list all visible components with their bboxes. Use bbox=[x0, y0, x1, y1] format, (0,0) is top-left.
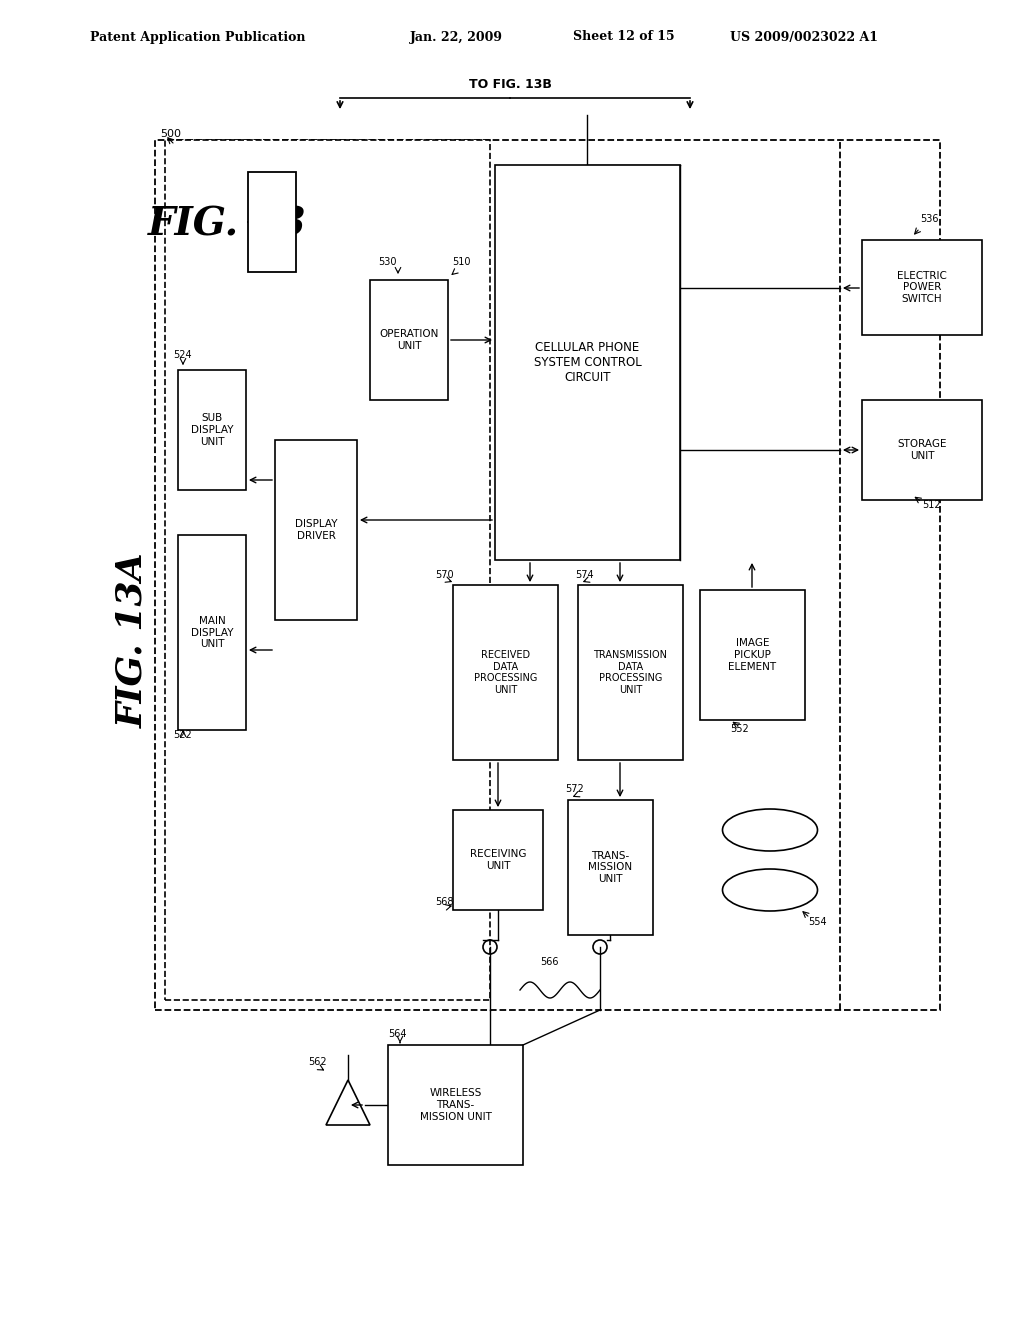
Text: ELECTRIC
POWER
SWITCH: ELECTRIC POWER SWITCH bbox=[897, 271, 947, 304]
Bar bbox=[453, 810, 543, 909]
Text: FIG. 13B: FIG. 13B bbox=[267, 177, 278, 218]
Text: TRANSMISSION
DATA
PROCESSING
UNIT: TRANSMISSION DATA PROCESSING UNIT bbox=[594, 651, 668, 694]
Bar bbox=[700, 590, 805, 719]
Bar bbox=[275, 440, 357, 620]
Text: 510: 510 bbox=[452, 257, 470, 267]
Text: FIG. 13: FIG. 13 bbox=[148, 206, 306, 244]
Text: MAIN
DISPLAY
UNIT: MAIN DISPLAY UNIT bbox=[190, 616, 233, 649]
Bar bbox=[495, 165, 680, 560]
Bar bbox=[165, 140, 490, 1001]
Bar bbox=[370, 280, 449, 400]
Bar bbox=[178, 370, 246, 490]
Text: 570: 570 bbox=[435, 570, 454, 579]
Text: FIG. 13A: FIG. 13A bbox=[115, 552, 150, 727]
Text: 564: 564 bbox=[388, 1030, 407, 1039]
Text: RECEIVING
UNIT: RECEIVING UNIT bbox=[470, 849, 526, 871]
Bar bbox=[248, 172, 296, 272]
Text: STORAGE
UNIT: STORAGE UNIT bbox=[897, 440, 947, 461]
Text: CELLULAR PHONE
SYSTEM CONTROL
CIRCUIT: CELLULAR PHONE SYSTEM CONTROL CIRCUIT bbox=[534, 341, 641, 384]
Text: US 2009/0023022 A1: US 2009/0023022 A1 bbox=[730, 30, 878, 44]
Bar bbox=[568, 800, 653, 935]
Text: 562: 562 bbox=[308, 1057, 327, 1067]
Text: TO FIG. 13B: TO FIG. 13B bbox=[469, 78, 552, 91]
Text: 500: 500 bbox=[160, 129, 181, 139]
Text: SUB
DISPLAY
UNIT: SUB DISPLAY UNIT bbox=[190, 413, 233, 446]
Text: 572: 572 bbox=[565, 784, 584, 795]
Text: RECEIVED
DATA
PROCESSING
UNIT: RECEIVED DATA PROCESSING UNIT bbox=[474, 651, 538, 694]
Text: IMAGE
PICKUP
ELEMENT: IMAGE PICKUP ELEMENT bbox=[728, 639, 776, 672]
Text: OPERATION
UNIT: OPERATION UNIT bbox=[379, 329, 438, 351]
Bar bbox=[453, 585, 558, 760]
Text: WIRELESS
TRANS-
MISSION UNIT: WIRELESS TRANS- MISSION UNIT bbox=[420, 1089, 492, 1122]
Text: 512: 512 bbox=[922, 500, 941, 510]
Text: 552: 552 bbox=[730, 723, 749, 734]
Bar bbox=[862, 400, 982, 500]
Text: TRANS-
MISSION
UNIT: TRANS- MISSION UNIT bbox=[589, 851, 633, 884]
Text: 566: 566 bbox=[540, 957, 558, 968]
Text: Sheet 12 of 15: Sheet 12 of 15 bbox=[573, 30, 675, 44]
Text: 524: 524 bbox=[173, 350, 191, 360]
Text: 574: 574 bbox=[575, 570, 594, 579]
Text: Jan. 22, 2009: Jan. 22, 2009 bbox=[410, 30, 503, 44]
Text: 530: 530 bbox=[378, 257, 396, 267]
Bar bbox=[388, 1045, 523, 1166]
Bar bbox=[578, 585, 683, 760]
Text: 522: 522 bbox=[173, 730, 191, 741]
Bar bbox=[862, 240, 982, 335]
Text: FIG. 13A: FIG. 13A bbox=[267, 227, 278, 268]
Text: 536: 536 bbox=[920, 214, 939, 224]
Text: Patent Application Publication: Patent Application Publication bbox=[90, 30, 305, 44]
Bar bbox=[178, 535, 246, 730]
Bar bbox=[155, 140, 940, 1010]
Text: 554: 554 bbox=[808, 917, 826, 927]
Text: DISPLAY
DRIVER: DISPLAY DRIVER bbox=[295, 519, 337, 541]
Text: 568: 568 bbox=[435, 898, 454, 907]
